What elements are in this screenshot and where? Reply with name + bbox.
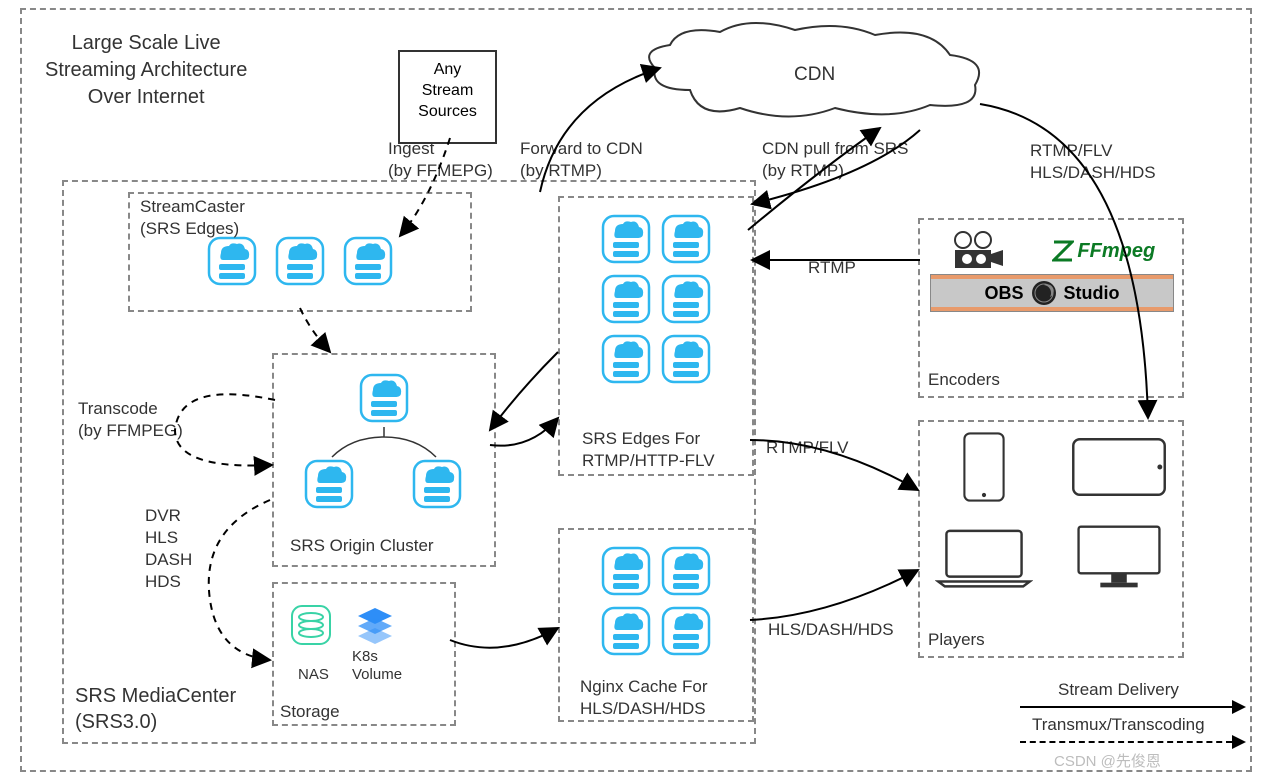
server-icon (412, 459, 462, 509)
stream-sources-box: Any Stream Sources (398, 50, 497, 144)
rtmp-label: RTMP (808, 258, 856, 278)
server-icon (343, 236, 393, 286)
obs-label: OBS (984, 283, 1023, 304)
server-icon (601, 606, 651, 656)
legend-solid-line (1020, 706, 1232, 708)
rtmp-flv-hls-label: RTMP/FLV HLS/DASH/HDS (1030, 140, 1156, 184)
legend-stream-delivery: Stream Delivery (1058, 680, 1179, 700)
server-icon (304, 459, 354, 509)
server-icon (601, 214, 651, 264)
arrowhead-icon (1232, 700, 1246, 714)
dvr-label: DVR HLS DASH HDS (145, 505, 192, 593)
diagram-canvas: Large Scale Live Streaming Architecture … (0, 0, 1268, 776)
streamcaster-label: StreamCaster (SRS Edges) (140, 196, 245, 240)
obs-bar: OBS Studio (930, 274, 1174, 312)
nginx-label: Nginx Cache For HLS/DASH/HDS (580, 676, 708, 720)
ffmpeg-icon (1052, 240, 1074, 262)
tree-connector (322, 427, 446, 459)
hls-dash-label: HLS/DASH/HDS (768, 620, 894, 640)
mediacenter-label: SRS MediaCenter (SRS3.0) (75, 683, 236, 735)
players-box (918, 420, 1184, 658)
server-icon (275, 236, 325, 286)
transcode-label: Transcode (by FFMPEG) (78, 398, 183, 442)
server-icon (359, 373, 409, 423)
server-icon (207, 236, 257, 286)
server-icon (601, 546, 651, 596)
nas-icon (288, 602, 334, 648)
legend-transmux: Transmux/Transcoding (1032, 715, 1205, 735)
diagram-title: Large Scale Live Streaming Architecture … (45, 30, 247, 111)
cdn-pull-label: CDN pull from SRS (by RTMP) (762, 138, 908, 182)
storage-label: Storage (280, 702, 340, 722)
server-icon (601, 274, 651, 324)
ffmpeg-label: FFmpeg (1077, 240, 1155, 263)
legend-dashed-line (1020, 741, 1232, 743)
k8s-label: K8s Volume (352, 648, 402, 684)
server-icon (661, 606, 711, 656)
obs-icon (1030, 279, 1058, 307)
laptop-icon (935, 522, 1033, 592)
rtmp-flv-label: RTMP/FLV (766, 438, 849, 458)
tablet-landscape-icon (1070, 432, 1168, 502)
origin-box (272, 353, 496, 567)
server-icon (661, 214, 711, 264)
players-label: Players (928, 630, 985, 650)
encoders-label: Encoders (928, 370, 1000, 390)
arrowhead-icon (1232, 735, 1246, 749)
server-icon (661, 274, 711, 324)
k8s-icon (352, 602, 398, 648)
camera-icon (947, 230, 1005, 272)
tablet-portrait-icon (935, 432, 1033, 502)
forward-label: Forward to CDN (by RTMP) (520, 138, 643, 182)
ingest-label: Ingest (by FFMEPG) (388, 138, 493, 182)
cdn-label: CDN (794, 64, 835, 86)
srs-edges-label: SRS Edges For RTMP/HTTP-FLV (582, 428, 715, 472)
monitor-icon (1070, 522, 1168, 592)
watermark: CSDN @先俊恩 (1054, 750, 1161, 771)
server-icon (661, 334, 711, 384)
origin-label: SRS Origin Cluster (290, 536, 434, 556)
server-icon (661, 546, 711, 596)
server-icon (601, 334, 651, 384)
nas-label: NAS (298, 666, 329, 683)
studio-label: Studio (1064, 283, 1120, 304)
